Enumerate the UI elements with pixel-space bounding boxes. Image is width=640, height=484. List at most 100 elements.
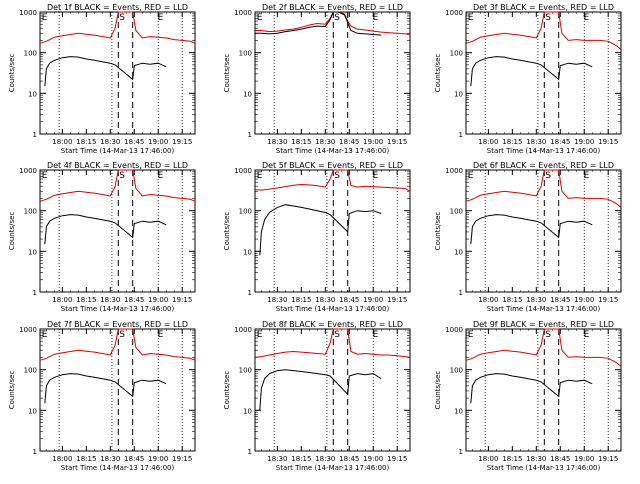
x-tick-label: 18:15 [76, 138, 96, 146]
series-line-events [44, 214, 167, 245]
x-axis-label: Start Time (14-Mar-13 17:46:00) [487, 147, 601, 155]
x-axis-label: Start Time (14-Mar-13 17:46:00) [61, 464, 175, 472]
x-tick-label: 18:30 [526, 296, 546, 304]
x-tick-label: 18:00 [478, 455, 498, 463]
y-tick-label: 10 [28, 407, 37, 415]
plot-frame [465, 11, 622, 135]
y-axis-label: Counts/sec [8, 212, 16, 251]
y-tick-label: 100 [450, 208, 463, 216]
series-line-lld [254, 169, 411, 192]
x-tick-label: 18:30 [100, 455, 120, 463]
chart-panel-8: Det 8f BLACK = Events, RED = LLD 1 10 100 10… [223, 320, 411, 472]
interval-marker-label: E [158, 171, 164, 181]
chart-title: Det 4f BLACK = Events, RED = LLD [47, 161, 188, 170]
chart-panel-3: Det 3f BLACK = Events, RED = LLD 1 10 100 10… [434, 3, 622, 155]
plot-frame [254, 328, 411, 452]
x-axis-label: Start Time (14-Mar-13 17:46:00) [276, 147, 390, 155]
interval-marker-label: E [257, 13, 263, 23]
y-tick-label: 10 [454, 248, 463, 256]
x-tick-label: 18:45 [550, 138, 570, 146]
x-tick-label: 18:15 [76, 455, 96, 463]
interval-marker-label: S [334, 330, 340, 340]
x-tick-label: 19:15 [172, 296, 192, 304]
x-tick-label: 19:15 [387, 138, 407, 146]
interval-marker-label: E [373, 13, 379, 23]
x-tick-label: 18:45 [550, 296, 570, 304]
x-tick-label: 19:00 [574, 138, 594, 146]
series-line-lld [39, 169, 196, 202]
series-line-lld [254, 328, 411, 358]
y-tick-label: 1 [33, 448, 37, 456]
y-tick-label: 1000 [445, 326, 463, 334]
series-line-events [44, 373, 167, 404]
x-tick-label: 19:15 [387, 296, 407, 304]
y-axis-label: Counts/sec [223, 54, 231, 93]
x-tick-label: 19:15 [598, 138, 618, 146]
y-tick-label: 10 [243, 407, 252, 415]
chart-title: Det 8f BLACK = Events, RED = LLD [262, 320, 403, 329]
y-tick-label: 1 [33, 289, 37, 297]
x-tick-label: 18:00 [52, 138, 72, 146]
y-axis-label: Counts/sec [223, 212, 231, 251]
x-tick-label: 19:00 [363, 455, 383, 463]
x-tick-label: 18:30 [315, 455, 335, 463]
chart-panel-4: Det 4f BLACK = Events, RED = LLD 1 10 100 10… [8, 161, 196, 313]
chart-title: Det 1f BLACK = Events, RED = LLD [47, 3, 188, 12]
interval-marker-label: S [545, 330, 551, 340]
y-tick-label: 100 [24, 208, 37, 216]
x-tick-label: 19:00 [574, 455, 594, 463]
x-tick-label: 18:30 [267, 455, 287, 463]
chart-title: Det 3f BLACK = Events, RED = LLD [473, 3, 614, 12]
x-tick-label: 18:15 [291, 455, 311, 463]
x-tick-label: 18:30 [526, 455, 546, 463]
interval-marker-label: E [468, 330, 474, 340]
interval-marker-label: E [584, 13, 590, 23]
x-axis-label: Start Time (14-Mar-13 17:46:00) [61, 305, 175, 313]
series-line-events [470, 373, 593, 404]
plot-frame [39, 328, 196, 452]
y-tick-label: 10 [28, 248, 37, 256]
y-tick-label: 1 [459, 448, 463, 456]
series-line-lld [465, 169, 622, 208]
y-tick-label: 1000 [445, 9, 463, 17]
y-tick-label: 1000 [19, 9, 37, 17]
interval-marker-label: E [257, 330, 263, 340]
interval-marker-label: S [334, 13, 340, 23]
y-axis-label: Counts/sec [223, 371, 231, 410]
chart-panel-1: Det 1f BLACK = Events, RED = LLD 1 10 100 10… [8, 3, 196, 155]
x-tick-label: 18:00 [52, 296, 72, 304]
x-tick-label: 18:15 [502, 138, 522, 146]
interval-marker-label: E [158, 13, 164, 23]
y-tick-label: 100 [239, 367, 252, 375]
series-line-events [470, 56, 593, 87]
x-tick-label: 18:45 [124, 138, 144, 146]
x-tick-label: 19:00 [148, 138, 168, 146]
interval-marker-label: E [42, 330, 48, 340]
chart-panel-6: Det 6f BLACK = Events, RED = LLD 1 10 100 10… [434, 161, 622, 313]
plot-frame [465, 328, 622, 452]
interval-marker-label: E [584, 171, 590, 181]
interval-marker-label: S [119, 171, 125, 181]
y-tick-label: 1 [33, 131, 37, 139]
x-tick-label: 19:15 [387, 455, 407, 463]
series-line-events [259, 204, 382, 256]
x-tick-label: 18:15 [76, 296, 96, 304]
x-tick-label: 18:45 [124, 455, 144, 463]
x-tick-label: 18:15 [291, 296, 311, 304]
x-axis-label: Start Time (14-Mar-13 17:46:00) [61, 147, 175, 155]
x-tick-label: 18:45 [550, 455, 570, 463]
chart-title: Det 5f BLACK = Events, RED = LLD [262, 161, 403, 170]
y-tick-label: 1 [459, 131, 463, 139]
series-line-events [470, 214, 593, 245]
x-tick-label: 18:30 [267, 138, 287, 146]
y-tick-label: 100 [450, 50, 463, 58]
x-tick-label: 18:30 [100, 138, 120, 146]
interval-marker-label: S [545, 13, 551, 23]
y-axis-label: Counts/sec [434, 212, 442, 251]
x-tick-label: 18:00 [52, 455, 72, 463]
x-tick-label: 18:00 [478, 296, 498, 304]
plot-frame [254, 11, 411, 135]
chart-panel-7: Det 7f BLACK = Events, RED = LLD 1 10 100 10… [8, 320, 196, 472]
x-tick-label: 19:15 [172, 138, 192, 146]
x-axis-label: Start Time (14-Mar-13 17:46:00) [487, 464, 601, 472]
